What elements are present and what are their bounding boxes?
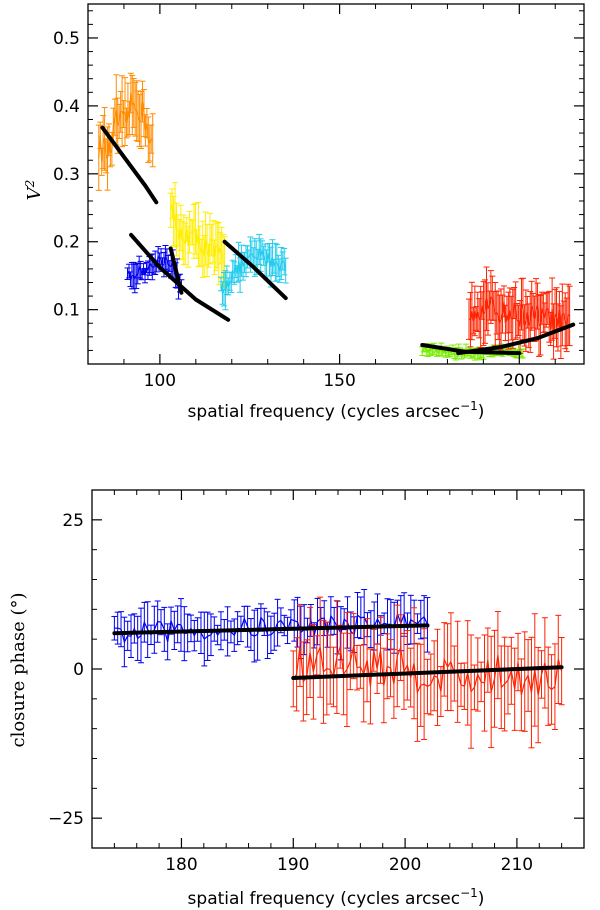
bottom-x-axis-title: spatial frequency (cycles arcsec−1) <box>188 886 485 909</box>
y-tick-label: 0.2 <box>53 233 80 253</box>
bottom-panel: 180 190 200 210 −25 0 25 spatial frequency (cy… <box>8 489 585 909</box>
x-tick-label: 200 <box>389 855 421 875</box>
y-tick-label: 0.1 <box>53 301 80 321</box>
top-x-axis-title: spatial frequency (cycles arcsec−1) <box>188 399 485 422</box>
model-curve <box>222 239 288 301</box>
series-orange <box>95 72 156 191</box>
bottom-axis-ticks: 180 190 200 210 −25 0 25 <box>48 489 585 875</box>
series-cyan <box>217 233 289 311</box>
model-curve <box>456 322 576 356</box>
top-data-layer <box>95 72 576 361</box>
series-line-red <box>468 295 570 333</box>
series-blue <box>124 244 185 300</box>
model-curve <box>291 665 564 680</box>
x-tick-label: 200 <box>503 371 535 391</box>
model-curve <box>100 125 159 205</box>
model-curve <box>112 623 430 636</box>
bottom-data-layer <box>111 588 565 749</box>
x-tick-label: 100 <box>144 371 176 391</box>
x-tick-label: 210 <box>501 855 533 875</box>
top-panel: 100 150 200 0.1 0.2 0.3 0.4 0.5 spatial frequen… <box>23 3 585 422</box>
y-tick-label: −25 <box>48 809 84 829</box>
x-tick-label: 180 <box>165 855 197 875</box>
series-yellow <box>167 182 228 291</box>
series-red <box>465 266 573 360</box>
top-axis-ticks: 100 150 200 0.1 0.2 0.3 0.4 0.5 <box>53 4 584 391</box>
bottom-y-axis-title: closure phase (°) <box>8 593 29 748</box>
y-tick-label: 25 <box>62 511 84 531</box>
x-tick-label: 150 <box>323 371 355 391</box>
y-tick-label: 0.5 <box>53 29 80 49</box>
top-y-axis-title: V2 <box>23 180 45 201</box>
series-red <box>290 596 565 749</box>
x-tick-label: 190 <box>277 855 309 875</box>
y-tick-label: 0 <box>73 660 84 680</box>
y-tick-label: 0.3 <box>53 165 80 185</box>
y-tick-label: 0.4 <box>53 97 80 117</box>
model-curve <box>168 246 184 295</box>
top-plot-frame <box>87 3 585 365</box>
